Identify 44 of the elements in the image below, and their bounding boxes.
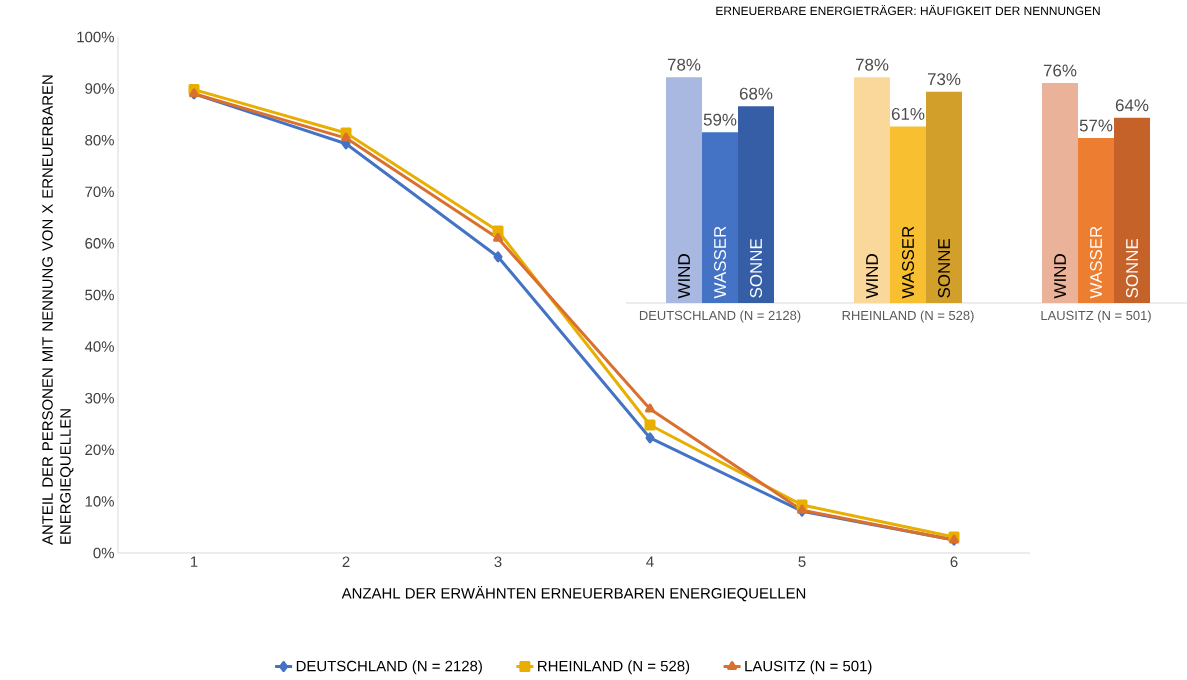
data-label: 64%	[1115, 99, 1149, 112]
x-tick-label: 1	[190, 556, 198, 567]
text: WIND	[1054, 254, 1066, 299]
text: SONNE	[1126, 238, 1139, 298]
x-tick-label: DEUTSCHLAND (N = 2128)	[639, 310, 801, 323]
data-label: 73%	[927, 73, 961, 86]
x-tick-label: RHEINLAND (N = 528)	[842, 310, 974, 323]
text: WASSER	[902, 226, 915, 299]
x-tick-label: 5	[798, 556, 806, 567]
y-tick-label: 60%	[85, 238, 114, 249]
data-label: 78%	[667, 58, 701, 71]
y-tick-label: 50%	[85, 289, 114, 301]
series-label: WIND	[678, 254, 690, 299]
legend-label: RHEINLAND (N = 528)	[538, 660, 690, 675]
y-tick-label: 90%	[85, 83, 114, 94]
y-tick-label: 0%	[93, 547, 114, 559]
y-tick-label: 100%	[77, 31, 114, 43]
data-label: 61%	[891, 107, 925, 120]
y-tick-label: 40%	[84, 341, 114, 352]
series-label: SONNE	[750, 238, 763, 298]
text: WIND	[866, 254, 878, 299]
x-axis-title: ANZAHL DER ERWÄHNTEN ERNEUERBAREN ENERGIEQUELLEN	[341, 585, 806, 602]
data-label: 57%	[1079, 119, 1113, 132]
x-tick-label: 4	[646, 556, 654, 567]
y-axis-title: ANTEIL DER PERSONEN MIT NENNUNG VON X ERNEUERBAREN ENERGIEQUELLEN	[42, 75, 74, 545]
x-tick-label: 6	[950, 556, 958, 568]
data-label: 59%	[703, 113, 737, 126]
y-tick-label: 30%	[85, 392, 114, 404]
y-tick-label: 80%	[85, 134, 114, 146]
series-label: WASSER	[714, 226, 727, 299]
data-label: 68%	[739, 87, 773, 100]
text: WASSER	[1090, 226, 1103, 299]
x-tick-label: LAUSITZ (N = 501)	[1041, 310, 1151, 323]
y-tick-label: 70%	[85, 186, 114, 198]
text: SONNE	[938, 238, 951, 298]
x-tick-label: 2	[342, 556, 350, 567]
chart-title: ERNEUERBARE ENERGIETRÄGER: HÄUFIGKEIT DER NENNUNGEN	[716, 4, 1100, 16]
y-tick-label: 10%	[85, 496, 114, 507]
data-label: 76%	[1043, 64, 1077, 77]
y-tick-label: 20%	[85, 444, 114, 456]
x-tick-label: 3	[494, 556, 502, 568]
legend-label: LAUSITZ (N = 501)	[745, 660, 872, 675]
legend-label: DEUTSCHLAND (N = 2128)	[296, 660, 482, 675]
data-label: 78%	[855, 58, 889, 71]
